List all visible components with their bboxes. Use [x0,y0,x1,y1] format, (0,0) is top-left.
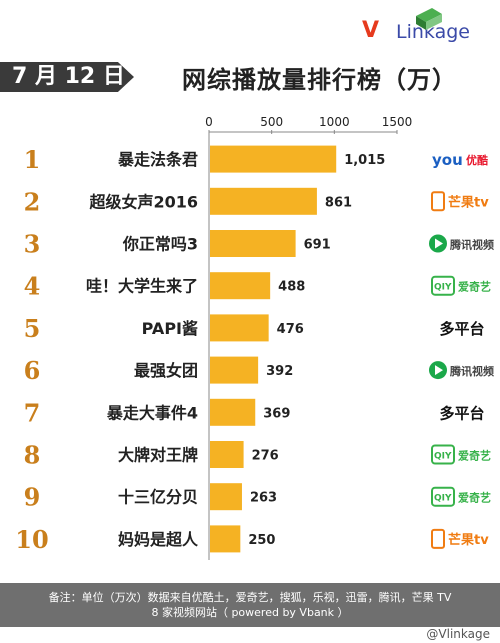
iqiyi-glyph: QIY [434,452,452,462]
tencent-play-glyph [435,238,443,249]
mango-tv-icon [431,191,445,212]
bar-row: 2 超级女声2016 861 芒果tv [24,187,490,216]
value-label: 263 [250,491,277,506]
mango-tv-icon [431,528,445,549]
category-label: 哇！大学生来了 [86,277,198,296]
value-label: 861 [325,195,352,210]
bar [210,398,256,426]
x-tick-label: 1500 [382,115,413,129]
bar [210,272,271,300]
credit: @Vlinkage [426,627,490,641]
platform-label: 爱奇艺 [458,491,491,505]
bar [210,145,337,173]
category-label: 暴走法条君 [117,150,198,169]
platform-label: 多平台 [439,320,484,338]
vlinkage-logo: V Linkage [362,8,492,50]
platform-label: 爱奇艺 [458,280,491,294]
bar-row: 1 暴走法条君 1,015 you 优酷 [24,145,488,174]
platform: QIY 爱奇艺 [431,486,491,507]
platform: QIY 爱奇艺 [431,275,491,296]
iqiyi-icon [431,275,455,296]
footer-note-line1: 备注：单位（万次）数据来自优酷土，爱奇艺，搜狐，乐视，迅雷，腾讯，芒果 TV [48,591,452,604]
rank-label: 7 [24,398,41,427]
bar-row: 7 暴走大事件4 369 多平台 [24,398,485,427]
category-label: PAPI酱 [142,319,198,338]
bar-row: 10 妈妈是超人 250 芒果tv [15,525,489,554]
category-label: 妈妈是超人 [118,530,199,549]
platform: 多平台 [439,320,484,338]
tencent-play-glyph [435,365,443,376]
bar-row: 9 十三亿分贝 263 QIY 爱奇艺 [24,483,491,512]
value-label: 250 [248,533,275,548]
x-axis: 0 500 1000 1500 [205,115,412,560]
footer-note-line2: 8 家视频网站（ powered by Vbank ） [151,606,349,619]
platform: you 优酷 [432,151,488,169]
youku-icon: you [432,151,463,169]
bar-row: 3 你正常吗3 691 腾讯视频 [24,230,494,259]
iqiyi-glyph: QIY [434,494,452,504]
value-label: 392 [266,364,293,379]
platform-label: 芒果tv [448,532,489,548]
value-label: 488 [278,280,305,295]
bar-row: 5 PAPI酱 476 多平台 [24,314,485,343]
x-tick-label: 0 [205,115,213,129]
platform: 腾讯视频 [429,361,494,380]
platform-label: 腾讯视频 [450,364,494,378]
bar [210,230,296,257]
rank-label: 6 [24,356,41,385]
platform-label: 优酷 [466,153,488,167]
platform: 腾讯视频 [429,234,494,253]
value-label: 476 [277,322,304,337]
logo-text: Linkage [396,21,470,43]
iqiyi-icon [431,444,455,465]
platform-label: 腾讯视频 [450,238,494,252]
bar-row: 6 最强女团 392 腾讯视频 [24,356,494,385]
logo-cube-icon [416,8,442,30]
iqiyi-glyph: QIY [434,283,452,293]
x-tick-label: 1000 [319,115,350,129]
category-label: 十三亿分贝 [118,488,198,507]
ranking-chart: 0 500 1000 1500 1 暴走法条君 1,015 you 优酷2 超级女声2016 86… [15,115,494,560]
date-badge: 7 月 12 日 [0,62,134,92]
bar [210,314,269,342]
rank-label: 8 [24,441,41,470]
bar [210,441,244,468]
value-label: 691 [304,238,331,253]
bar-row: 8 大牌对王牌 276 QIY 爱奇艺 [24,441,491,470]
category-label: 最强女团 [134,361,198,380]
rank-label: 4 [24,272,41,301]
rank-label: 5 [24,314,41,343]
footer-note: 备注：单位（万次）数据来自优酷土，爱奇艺，搜狐，乐视，迅雷，腾讯，芒果 TV 8… [0,583,500,627]
logo-v: V [362,18,380,43]
rank-label: 3 [24,230,41,259]
platform: 芒果tv [431,528,489,549]
category-label: 你正常吗3 [122,235,198,254]
platform-label: 爱奇艺 [458,449,491,463]
iqiyi-icon [431,486,455,507]
platform-label: 芒果tv [448,194,489,210]
rank-label: 9 [24,483,41,512]
x-tick-label: 500 [260,115,283,129]
platform: 芒果tv [431,191,489,212]
category-label: 大牌对王牌 [118,446,198,465]
bar [210,356,259,384]
bar [210,483,242,511]
value-label: 276 [252,449,279,464]
category-label: 暴走大事件4 [106,403,198,422]
value-label: 1,015 [344,153,385,168]
bar-row: 4 哇！大学生来了 488 QIY 爱奇艺 [24,272,491,301]
bar [210,525,241,553]
rank-label: 10 [15,525,48,554]
rank-label: 2 [24,187,41,216]
value-label: 369 [263,406,290,421]
chart-title: 网综播放量排行榜（万） [182,66,457,94]
platform: 多平台 [439,404,484,422]
platform-label: 多平台 [439,404,484,422]
platform: QIY 爱奇艺 [431,444,491,465]
rank-label: 1 [24,145,41,174]
category-label: 超级女声2016 [88,192,198,211]
bar [210,187,317,215]
